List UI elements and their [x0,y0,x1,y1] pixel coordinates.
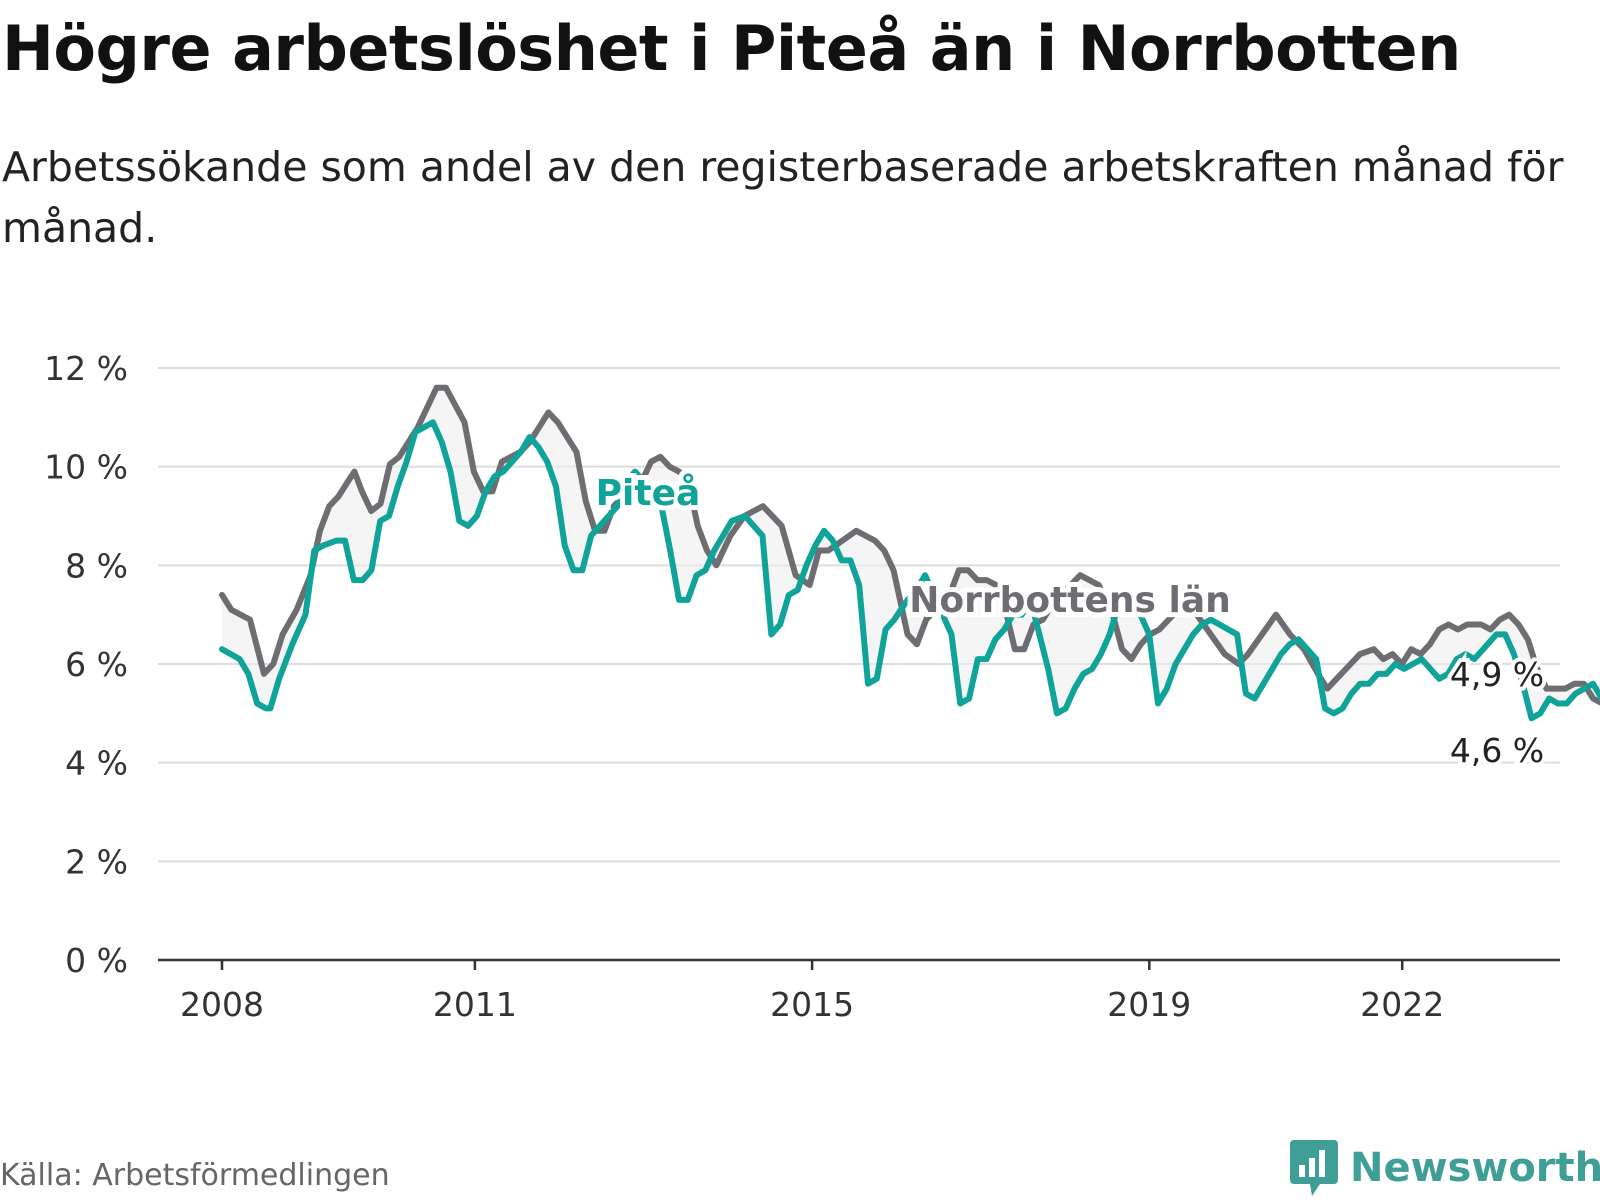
series-line-pitea [219,419,1600,722]
source-note: Källa: Arbetsförmedlingen [0,1158,390,1193]
end-label-pitea: 4,9 % [1450,655,1544,694]
y-tick-label: 4 % [65,744,128,783]
end-label-norrbotten: 4,6 % [1450,731,1544,770]
chart-title: Högre arbetslöshet i Piteå än i Norrbott… [2,12,1461,85]
brand-name: Newsworthy [1350,1145,1600,1191]
y-tick-label: 12 % [44,349,128,388]
newsworthy-logo-icon [1290,1140,1338,1196]
chart-subtitle: Arbetssökande som andel av den registerb… [2,143,1564,252]
brand-logo[interactable]: Newsworthy [1290,1140,1600,1196]
series-label-pitea: Piteå [596,473,701,514]
gap-band [222,387,1600,719]
y-tick-label: 2 % [65,842,128,881]
series-labels: Norrbottens län Piteå 4,9 % 4,6 % [591,468,1548,774]
series-label-norrbotten: Norrbottens län [909,580,1231,621]
x-tick-label: 2015 [770,985,854,1024]
y-tick-label: 6 % [65,645,128,684]
x-axis: 2008 2011 2015 2019 2022 [158,958,1560,1024]
series-line-norrbotten [219,384,1600,706]
x-tick-label: 2022 [1360,985,1444,1024]
gap-band-area [222,387,1600,719]
y-tick-label: 8 % [65,546,128,585]
x-tick-label: 2011 [433,985,517,1024]
y-axis-ticks: 0 % 2 % 4 % 6 % 8 % 10 % 12 % [44,349,128,980]
x-tick-label: 2008 [180,985,264,1024]
series-lines [219,384,1600,722]
y-tick-label: 10 % [44,448,128,487]
x-tick-label: 2019 [1107,985,1191,1024]
y-tick-label: 0 % [65,941,128,980]
